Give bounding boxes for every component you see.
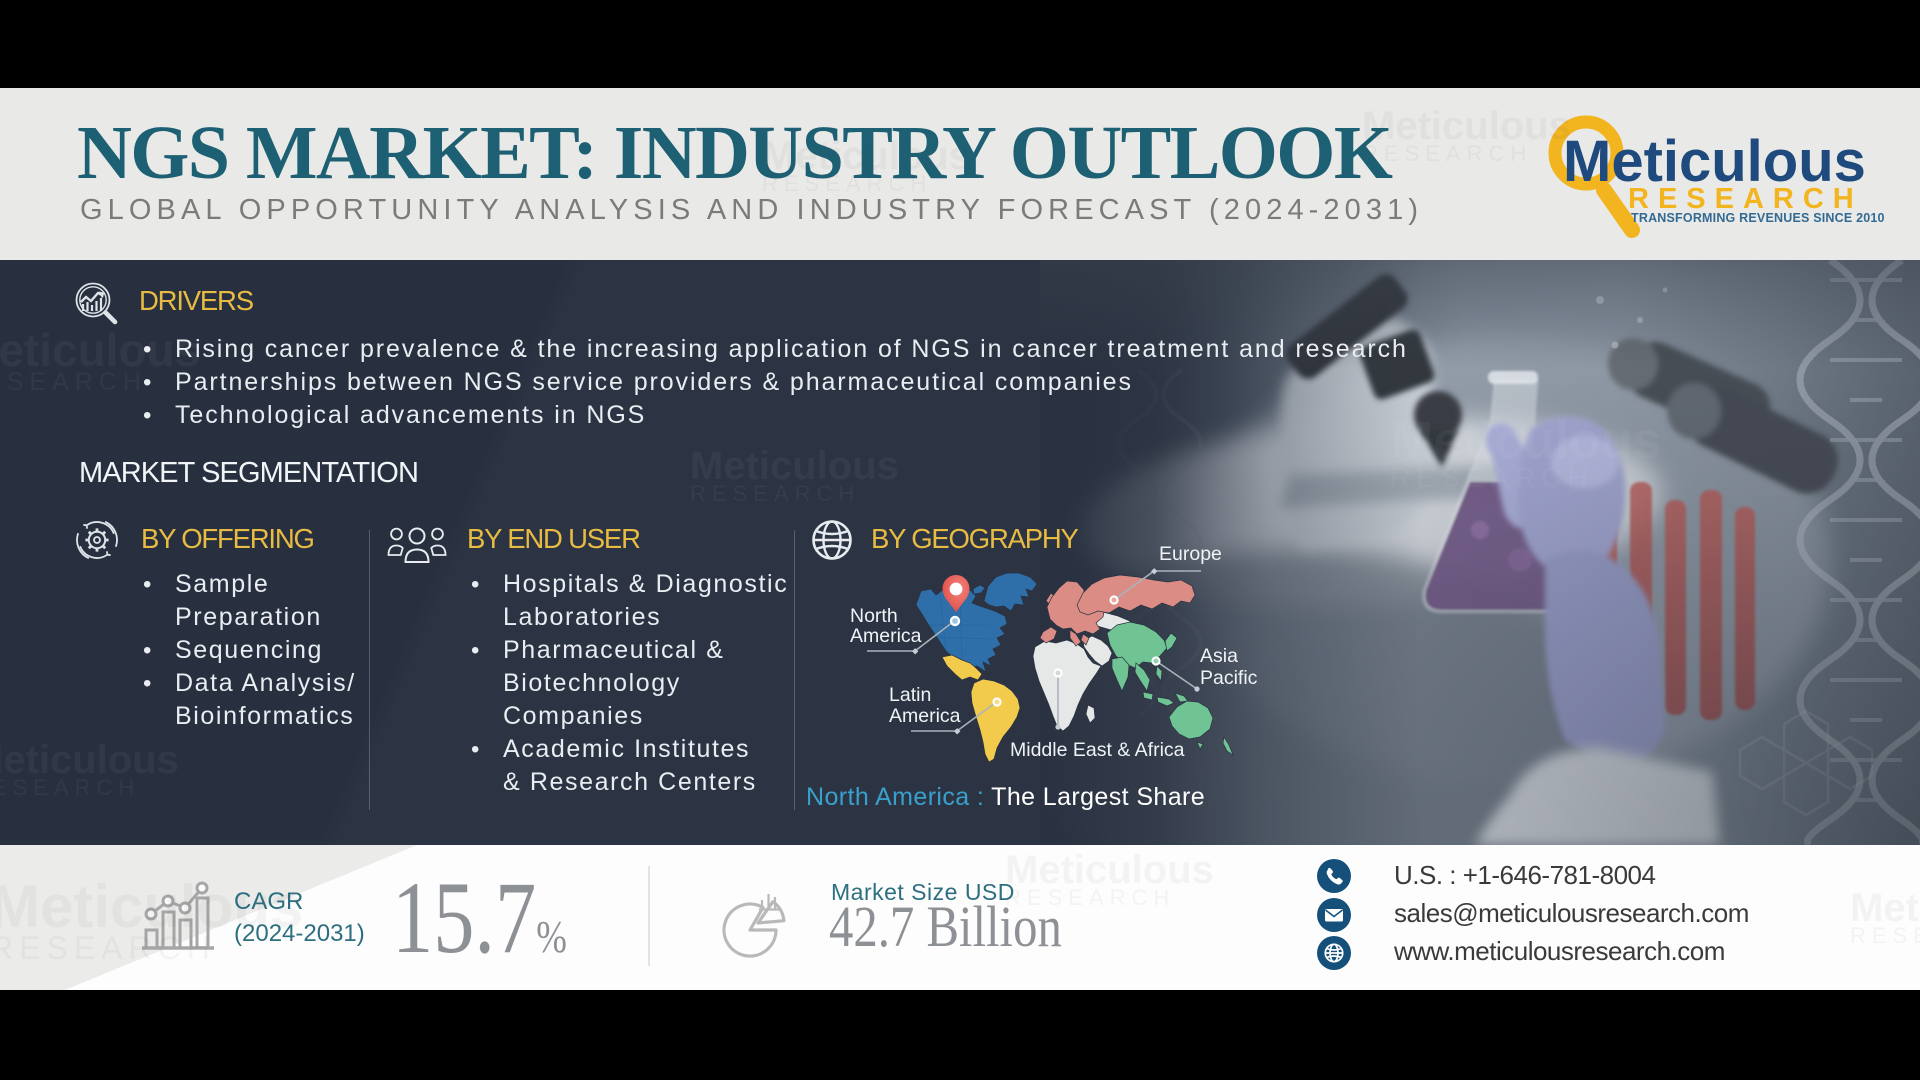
svg-text:Meticulous: Meticulous — [1563, 129, 1866, 194]
svg-text:TRANSFORMING REVENUES SINCE 20: TRANSFORMING REVENUES SINCE 2010 — [1631, 211, 1885, 225]
svg-text:RESEARCH: RESEARCH — [1628, 183, 1863, 215]
svg-text:Latin: Latin — [889, 684, 931, 706]
svg-text:Europe: Europe — [1159, 543, 1222, 565]
svg-text:North: North — [850, 605, 898, 627]
svg-text:Middle East & Africa: Middle East & Africa — [1010, 739, 1185, 761]
svg-text:Asia: Asia — [1200, 645, 1238, 667]
svg-text:Pacific: Pacific — [1200, 667, 1258, 689]
svg-text:America: America — [850, 625, 922, 647]
svg-text:America: America — [889, 705, 961, 727]
